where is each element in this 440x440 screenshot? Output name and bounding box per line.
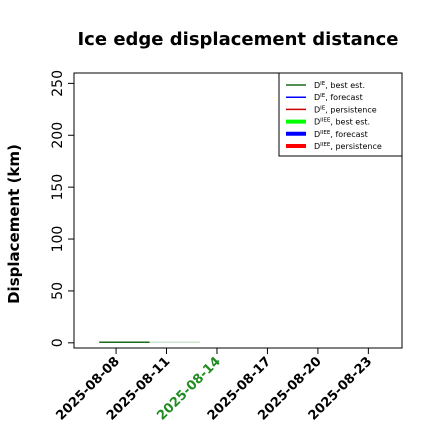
y-tick-label: 50 <box>50 282 66 300</box>
chart-title: Ice edge displacement distance <box>77 29 398 50</box>
y-tick-label: 150 <box>50 174 66 201</box>
legend-entry: DIIEE, best est. <box>314 118 370 127</box>
legend-entry: DIE, persistence <box>314 105 377 114</box>
legend-entry: DIIEE, forecast <box>314 130 368 139</box>
legend-entry: DIIEE, persistence <box>314 142 382 151</box>
y-axis-label: Displacement (km) <box>5 144 23 304</box>
y-tick-label: 200 <box>50 122 66 149</box>
legend-entry: DIE, forecast <box>314 93 363 102</box>
plot-frame <box>73 72 403 349</box>
legend-box <box>278 72 403 157</box>
y-tick-label: 100 <box>50 226 66 253</box>
y-tick-label: 250 <box>50 70 66 97</box>
y-tick-label: 0 <box>50 338 66 347</box>
legend-entry: DIE, best est. <box>314 81 365 90</box>
legend: DIE, best est. DIE, forecast DIE, persiste… <box>278 72 403 157</box>
